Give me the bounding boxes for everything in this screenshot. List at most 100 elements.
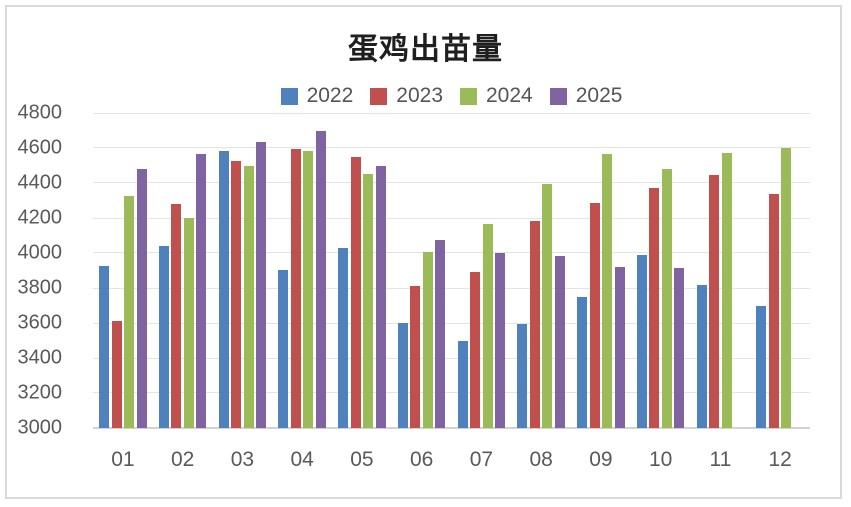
bar-2024-06 — [422, 252, 433, 428]
bar-group-02 — [153, 113, 213, 428]
gridline-4800 — [93, 112, 810, 114]
legend-item-2023: 2023 — [370, 84, 443, 108]
legend-label-2024: 2024 — [486, 84, 533, 107]
bar-2024-03 — [243, 165, 254, 428]
legend-label-2022: 2022 — [306, 84, 354, 107]
x-tick-label-12: 12 — [768, 448, 792, 471]
gridline-3800 — [93, 287, 810, 289]
legend-swatch-2022 — [280, 87, 298, 105]
y-tick-label-4200: 4200 — [17, 206, 63, 229]
bar-group-04 — [272, 113, 332, 428]
bar-2024-02 — [183, 218, 194, 428]
bar-2023-10 — [649, 188, 660, 428]
bar-2023-05 — [350, 156, 361, 428]
bar-2022-03 — [218, 150, 229, 428]
bar-2025-08 — [554, 255, 565, 428]
bar-2023-07 — [470, 272, 481, 428]
x-tick-label-06: 06 — [409, 448, 434, 471]
gridline-4200 — [93, 217, 810, 219]
bar-2022-01 — [99, 266, 110, 428]
x-tick-label-11: 11 — [709, 448, 732, 471]
bar-2023-03 — [231, 161, 242, 428]
bar-2024-05 — [363, 174, 374, 428]
bar-2022-09 — [577, 296, 588, 428]
x-tick-label-04: 04 — [290, 448, 314, 471]
legend-item-2022: 2022 — [280, 84, 354, 108]
gridline-3600 — [93, 322, 810, 324]
x-tick-label-01: 01 — [111, 448, 135, 471]
gridline-3400 — [93, 357, 810, 359]
x-axis: 01 02 03 04 05 06 07 08 09 10 11 12 — [93, 448, 810, 472]
x-tick-label-10: 10 — [648, 448, 673, 471]
bar-2023-04 — [290, 148, 301, 428]
y-tick-label-3400: 3400 — [17, 346, 63, 369]
bar-group-12 — [750, 113, 810, 428]
y-tick-label-4000: 4000 — [17, 241, 63, 264]
legend-label-2023: 2023 — [396, 84, 443, 107]
bar-2023-01 — [111, 321, 122, 428]
bar-2025-10 — [674, 267, 685, 428]
bar-groups — [93, 113, 810, 428]
bar-group-08 — [511, 113, 571, 428]
bar-2024-04 — [303, 150, 314, 428]
bar-2025-04 — [315, 130, 326, 428]
bar-2025-09 — [614, 267, 625, 428]
bar-2024-08 — [542, 183, 553, 428]
gridline-3200 — [93, 392, 810, 394]
gridline-4000 — [93, 252, 810, 254]
bar-2024-12 — [781, 148, 792, 428]
bar-2023-11 — [709, 175, 720, 428]
chart-title: 蛋鸡出苗量 — [348, 33, 503, 66]
bar-2023-02 — [171, 204, 182, 428]
bar-group-09 — [571, 113, 631, 428]
y-tick-label-3800: 3800 — [17, 276, 63, 299]
bar-group-07 — [452, 113, 512, 428]
y-tick-label-3200: 3200 — [17, 381, 63, 404]
bar-2022-08 — [517, 323, 528, 428]
bar-group-06 — [392, 113, 452, 428]
bar-group-11 — [691, 113, 751, 428]
legend-label-2025: 2025 — [575, 84, 623, 107]
bar-2024-11 — [721, 153, 732, 428]
legend-swatch-2025 — [549, 87, 567, 105]
bar-group-05 — [332, 113, 392, 428]
bar-2025-07 — [495, 253, 506, 428]
bar-2023-08 — [529, 220, 540, 428]
gridline-4400 — [93, 182, 810, 184]
bar-group-01 — [93, 113, 153, 428]
bar-2024-10 — [661, 169, 672, 428]
bar-2025-03 — [256, 141, 267, 428]
bar-2024-07 — [482, 224, 493, 428]
y-tick-label-3600: 3600 — [17, 311, 63, 334]
x-tick-label-05: 05 — [350, 448, 374, 471]
bar-2022-12 — [756, 305, 767, 428]
y-tick-label-4600: 4600 — [17, 136, 63, 159]
legend-swatch-2023 — [370, 87, 388, 105]
y-tick-label-4800: 4800 — [17, 101, 63, 124]
bar-2024-09 — [602, 154, 613, 428]
bar-2025-06 — [435, 239, 446, 428]
x-tick-label-02: 02 — [170, 448, 195, 471]
legend-item-2024: 2024 — [460, 84, 533, 108]
bar-2022-07 — [457, 341, 468, 428]
x-tick-label-03: 03 — [230, 448, 255, 471]
bar-2023-06 — [410, 286, 421, 428]
bar-group-03 — [213, 113, 273, 428]
bar-2024-01 — [124, 196, 135, 428]
bar-2022-06 — [397, 323, 408, 428]
legend-swatch-2024 — [460, 87, 477, 105]
bar-2023-09 — [589, 203, 600, 428]
y-tick-label-4400: 4400 — [17, 171, 63, 194]
bar-2023-12 — [768, 194, 779, 428]
bar-2022-10 — [636, 254, 647, 428]
bar-2025-01 — [136, 169, 147, 428]
chart-legend: 2022 2023 2024 2025 — [93, 84, 810, 108]
legend-item-2025: 2025 — [549, 84, 623, 108]
x-axis-line — [93, 427, 810, 429]
gridlines — [93, 112, 810, 429]
bar-2025-02 — [196, 154, 207, 428]
y-axis: 4800 4600 4400 4200 4000 3800 3600 3400 3200 3000 — [0, 102, 63, 439]
bar-2025-05 — [375, 165, 386, 428]
bar-2022-11 — [696, 285, 707, 428]
